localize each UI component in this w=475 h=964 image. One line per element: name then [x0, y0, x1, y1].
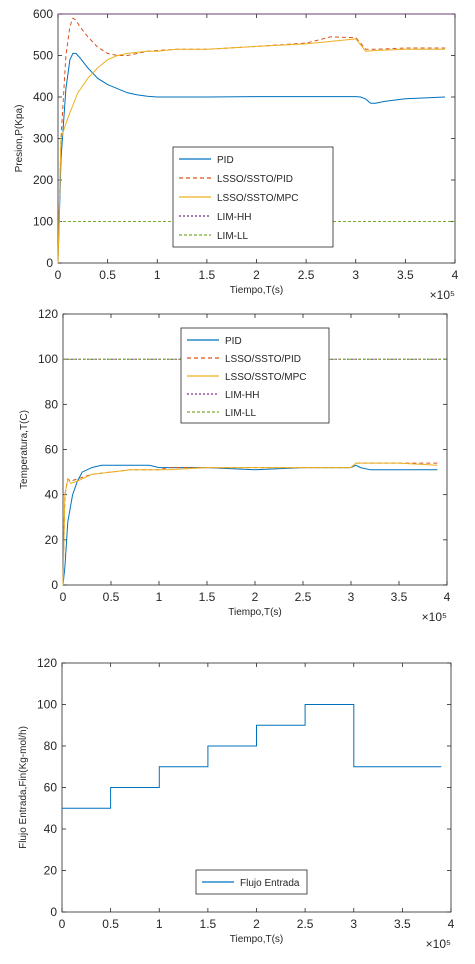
legend-label: LSSO/SSTO/PID [217, 174, 293, 185]
x-tick-label: 2.5 [295, 590, 312, 604]
x-tick-label: 3.5 [391, 590, 408, 604]
x-tick-label: 2 [252, 590, 259, 604]
legend-label: PID [217, 155, 234, 166]
series-line-3 [62, 462, 438, 586]
x-tick-label: 3 [348, 590, 355, 604]
series-line-1 [62, 464, 438, 586]
x-tick-label: 0.5 [102, 917, 119, 931]
x-axis-exponent: ×10⁵ [430, 288, 455, 302]
y-tick-label: 40 [45, 488, 59, 502]
x-tick-label: 2.5 [298, 268, 315, 282]
legend-label: LSSO/SSTO/MPC [225, 372, 307, 383]
x-tick-label: 2 [253, 917, 260, 931]
y-tick-label: 40 [44, 822, 58, 836]
x-tick-label: 2.5 [297, 917, 314, 931]
x-tick-label: 3 [352, 268, 359, 282]
x-axis-exponent: ×10⁵ [422, 610, 447, 624]
y-tick-label: 0 [50, 905, 57, 919]
x-tick-label: 2 [253, 268, 260, 282]
y-tick-label: 500 [33, 49, 53, 63]
chart-panel-2: 0 0.5 1 1.5 2 2.5 3 3.5 4020406080100120Tiempo,T… [19, 307, 451, 624]
legend-label: Flujo Entrada [240, 878, 300, 889]
y-tick-label: 200 [33, 173, 53, 187]
x-axis-exponent: ×10⁵ [426, 937, 451, 951]
x-tick-label: 0.5 [103, 590, 120, 604]
y-tick-label: 100 [37, 698, 57, 712]
x-tick-label: 4 [452, 268, 459, 282]
legend-label: LIM-LL [225, 408, 257, 419]
y-tick-label: 60 [45, 443, 59, 457]
series-line-1 [62, 704, 442, 809]
legend-label: LSSO/SSTO/MPC [217, 193, 299, 204]
series-line-2 [57, 17, 446, 264]
legend-label: LSSO/SSTO/PID [225, 354, 301, 365]
y-tick-label: 20 [44, 864, 58, 878]
y-axis-label: Presion,P(Kpa) [14, 105, 25, 173]
x-tick-label: 3.5 [397, 268, 414, 282]
x-tick-label: 1.5 [199, 590, 216, 604]
legend-label: LIM-HH [217, 212, 251, 223]
y-tick-label: 60 [44, 781, 58, 795]
series-line-1 [57, 52, 446, 264]
y-tick-label: 300 [33, 132, 53, 146]
x-tick-label: 0.5 [99, 268, 116, 282]
x-tick-label: 1 [156, 917, 163, 931]
y-axis-label: Temperatura,T(C) [19, 410, 30, 489]
x-tick-label: 4 [448, 917, 455, 931]
x-tick-label: 1.5 [200, 917, 217, 931]
y-tick-label: 0 [46, 256, 53, 270]
legend: Flujo Entrada [195, 869, 308, 895]
legend-label: LIM-HH [225, 390, 259, 401]
x-tick-label: 0 [59, 917, 66, 931]
x-tick-label: 4 [444, 590, 451, 604]
y-tick-label: 80 [45, 397, 59, 411]
x-tick-label: 0 [55, 268, 62, 282]
series-line-3 [57, 38, 446, 264]
y-tick-label: 100 [33, 215, 53, 229]
x-tick-label: 1 [154, 268, 161, 282]
y-tick-label: 120 [38, 307, 58, 321]
x-tick-label: 1 [156, 590, 163, 604]
y-tick-label: 0 [51, 578, 58, 592]
y-tick-label: 400 [33, 90, 53, 104]
y-tick-label: 600 [33, 7, 53, 21]
legend-label: PID [225, 336, 242, 347]
x-axis-label: Tiempo,T(s) [230, 285, 284, 296]
x-tick-label: 0 [60, 590, 67, 604]
y-tick-label: 80 [44, 739, 58, 753]
chart-panel-3: 0 0.5 1 1.5 2 2.5 3 3.5 4020406080100120Tiempo,T… [18, 656, 455, 951]
y-axis-label: Flujo Entrada,Fin(Kg-mol/h) [18, 726, 29, 849]
y-tick-label: 120 [37, 656, 57, 670]
legend-label: LIM-LL [217, 231, 249, 242]
legend: PID LSSO/SSTO/PID LSSO/SSTO/MPC LIM-HH LIM-L… [180, 327, 330, 424]
y-tick-label: 20 [45, 533, 59, 547]
x-axis-label: Tiempo,T(s) [228, 607, 282, 618]
chart-panel-1: 0 0.5 1 1.5 2 2.5 3 3.5 4 0 100 200 300 400 500 600 Tiem… [14, 7, 459, 302]
x-tick-label: 3.5 [394, 917, 411, 931]
x-axis-label: Tiempo,T(s) [230, 934, 284, 945]
legend: PID LSSO/SSTO/PID LSSO/SSTO/MPC LIM-HH LIM-L… [172, 146, 334, 248]
x-tick-label: 1.5 [199, 268, 216, 282]
x-tick-label: 3 [350, 917, 357, 931]
y-tick-label: 100 [38, 352, 58, 366]
